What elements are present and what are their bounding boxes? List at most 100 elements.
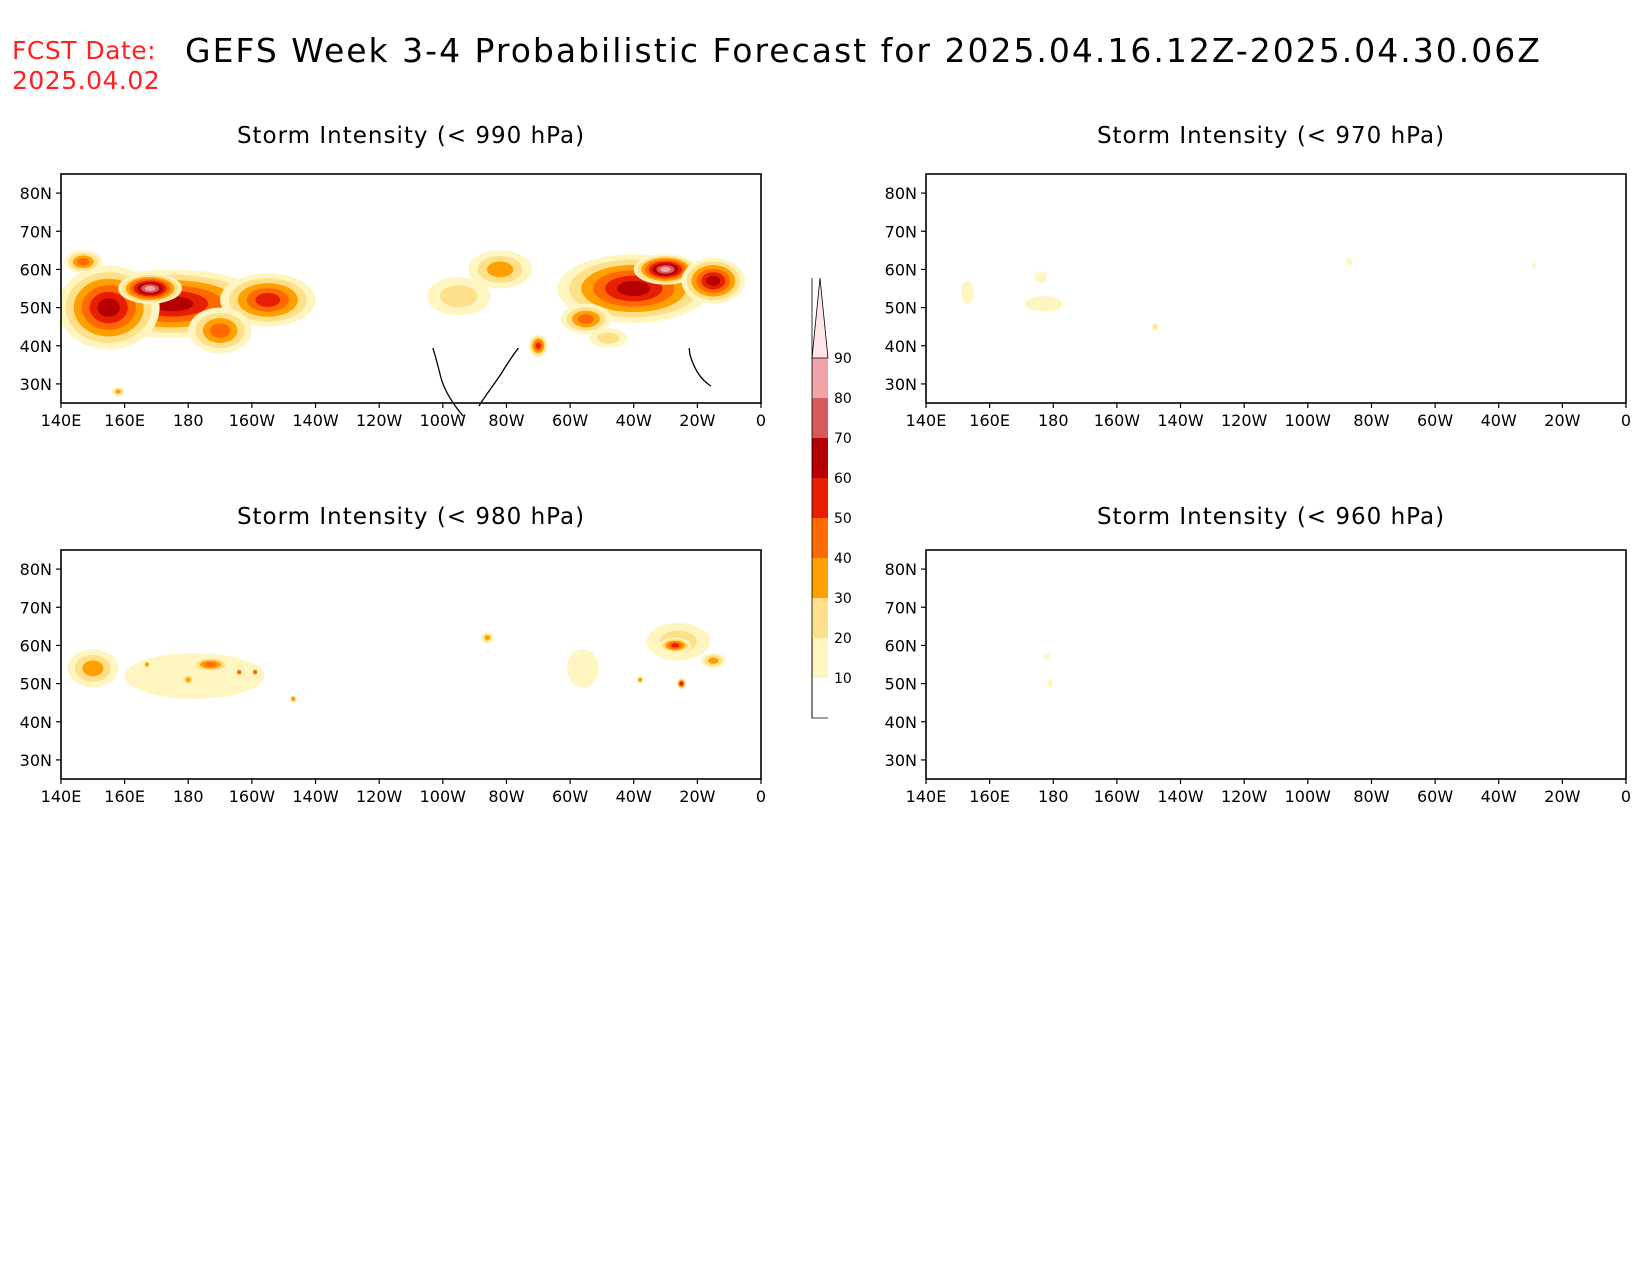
- lon-tick-label: 140E: [41, 411, 82, 430]
- prob-contour-11-30: [708, 657, 719, 664]
- lon-tick-label: 180: [173, 787, 204, 806]
- prob-contour-2-10: [1034, 271, 1047, 283]
- prob-contour-5-40: [77, 258, 90, 266]
- lon-tick-label: 160W: [229, 787, 276, 806]
- prob-contour-0-10: [124, 653, 265, 699]
- map-frame: [925, 549, 1627, 780]
- lon-tick-label: 0: [756, 411, 766, 430]
- lat-tick-label: 80N: [885, 560, 917, 579]
- panel-title-970: Storm Intensity (< 970 hPa): [1096, 123, 1446, 149]
- lat-tick-label: 30N: [885, 751, 917, 770]
- lon-tick-label: 0: [1621, 411, 1631, 430]
- colorbar-swatch: [812, 438, 828, 478]
- probability-field: [67, 622, 726, 703]
- lon-tick-label: 180: [1038, 787, 1069, 806]
- lat-tick-label: 60N: [20, 636, 52, 655]
- lat-tick-label: 50N: [885, 299, 917, 318]
- prob-contour-1-10: [1024, 296, 1063, 312]
- prob-contour-11-80: [660, 266, 671, 272]
- prob-contour-10-50: [670, 643, 680, 648]
- lat-tick-label: 40N: [20, 337, 52, 356]
- prob-contour-2-40: [204, 662, 217, 667]
- prob-contour-14-10: [566, 649, 599, 688]
- prob-contour-13-40: [577, 314, 595, 324]
- lon-tick-label: 20W: [1544, 787, 1580, 806]
- colorbar-label: 80: [834, 391, 852, 407]
- map-panel-p980: 140E 160E 180 160W 140W 120W 100W 80W 60W 40W 20W 0…: [20, 549, 766, 806]
- lat-tick-label: 70N: [20, 598, 52, 617]
- lon-tick-label: 0: [756, 787, 766, 806]
- lon-tick-label: 160E: [969, 787, 1010, 806]
- lat-tick-label: 30N: [20, 375, 52, 394]
- map-panel-p960: 140E 160E 180 160W 140W 120W 100W 80W 60W 40W 20W 0…: [885, 549, 1631, 806]
- lat-tick-label: 70N: [885, 222, 917, 241]
- lon-tick-label: 40W: [1481, 787, 1517, 806]
- probability-field: [1043, 653, 1054, 688]
- colorbar-label: 70: [834, 431, 852, 447]
- lon-tick-label: 140W: [1157, 411, 1204, 430]
- map-background: [926, 550, 1626, 779]
- colorbar-swatch: [812, 638, 828, 678]
- lon-tick-label: 140E: [906, 787, 947, 806]
- lon-tick-label: 140E: [41, 787, 82, 806]
- prob-contour-12-60: [706, 275, 721, 286]
- prob-contour-3-80: [144, 285, 156, 292]
- lat-tick-label: 50N: [20, 675, 52, 694]
- lat-tick-label: 40N: [885, 713, 917, 732]
- colorbar-label: 30: [834, 591, 852, 607]
- lon-tick-label: 80W: [488, 787, 524, 806]
- colorbar-label: 10: [834, 671, 852, 687]
- lon-tick-label: 40W: [1481, 411, 1517, 430]
- lon-tick-label: 0: [1621, 787, 1631, 806]
- lon-tick-label: 100W: [1285, 411, 1332, 430]
- map-panel-p990: 140E 160E 180 160W 140W 120W 100W 80W 60W 40W 20W 0…: [20, 173, 766, 430]
- colorbar-label: 20: [834, 631, 852, 647]
- lon-tick-label: 160E: [104, 411, 145, 430]
- lat-tick-label: 50N: [885, 675, 917, 694]
- lat-tick-label: 70N: [885, 598, 917, 617]
- lon-tick-label: 100W: [420, 411, 467, 430]
- prob-contour-5-40: [237, 670, 242, 675]
- lon-tick-label: 40W: [616, 787, 652, 806]
- prob-contour-9-30: [486, 261, 514, 278]
- map-frame: [925, 173, 1627, 404]
- lon-tick-label: 180: [1038, 411, 1069, 430]
- lat-tick-label: 60N: [20, 260, 52, 279]
- lon-tick-label: 120W: [356, 787, 403, 806]
- colorbar-swatch: [812, 558, 828, 598]
- prob-contour-4-40: [209, 323, 231, 338]
- lon-tick-label: 160W: [229, 411, 276, 430]
- lon-tick-label: 160W: [1094, 411, 1141, 430]
- colorbar-swatch: [812, 398, 828, 438]
- lon-tick-label: 140E: [906, 411, 947, 430]
- prob-contour-10-60: [617, 280, 651, 297]
- lon-tick-label: 180: [173, 411, 204, 430]
- lon-tick-label: 100W: [1285, 787, 1332, 806]
- lon-tick-label: 20W: [679, 411, 715, 430]
- prob-contour-3-20: [1153, 324, 1158, 329]
- prob-contour-12-50: [679, 681, 684, 686]
- prob-contour-8-30: [484, 635, 490, 641]
- colorbar-label: 40: [834, 551, 852, 567]
- lat-tick-label: 30N: [20, 751, 52, 770]
- lon-tick-label: 80W: [488, 411, 524, 430]
- prob-contour-1-30: [82, 660, 104, 677]
- lat-tick-label: 40N: [885, 337, 917, 356]
- prob-contour-4-30: [144, 662, 149, 667]
- lon-tick-label: 160E: [104, 787, 145, 806]
- probability-field: [961, 257, 1536, 331]
- lon-tick-label: 140W: [1157, 787, 1204, 806]
- prob-contour-1-60: [97, 298, 120, 317]
- lat-tick-label: 80N: [20, 184, 52, 203]
- lon-tick-label: 20W: [1544, 411, 1580, 430]
- panel-title-990: Storm Intensity (< 990 hPa): [236, 123, 586, 149]
- fcst-date-block: FCST Date: 2025.04.02: [12, 36, 160, 96]
- lon-tick-label: 40W: [616, 411, 652, 430]
- lon-tick-label: 140W: [292, 787, 339, 806]
- lon-tick-label: 60W: [1417, 411, 1453, 430]
- lon-tick-label: 100W: [420, 787, 467, 806]
- lon-tick-label: 160W: [1094, 787, 1141, 806]
- colorbar: 10 20 30 40 50 60 70 80 90: [811, 277, 852, 719]
- lon-tick-label: 120W: [356, 411, 403, 430]
